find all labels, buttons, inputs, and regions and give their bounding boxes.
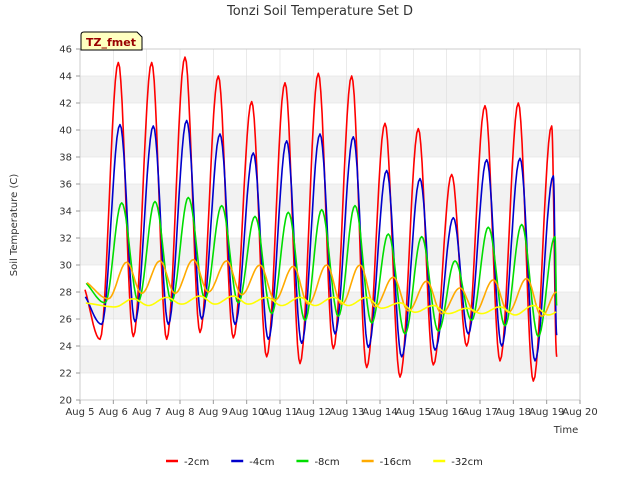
legend-label: -32cm bbox=[451, 457, 483, 468]
legend-item: -2cm bbox=[166, 457, 209, 468]
legend-label: -8cm bbox=[314, 457, 339, 468]
x-tick-label: Aug 7 bbox=[132, 407, 161, 418]
chart-title: Tonzi Soil Temperature Set D bbox=[226, 4, 413, 19]
legend: -2cm -4cm -8cm -16cm -32cm bbox=[166, 457, 483, 468]
x-axis-title: Time bbox=[553, 425, 578, 436]
plot-band bbox=[80, 76, 580, 103]
series-line-minus-16cm bbox=[86, 258, 557, 318]
y-axis-title: Soil Temperature (C) bbox=[9, 174, 20, 277]
legend-item: -32cm bbox=[433, 457, 483, 468]
badge-label: TZ_fmet bbox=[86, 36, 136, 49]
y-tick-label: 30 bbox=[59, 261, 72, 272]
y-tick-label: 24 bbox=[59, 342, 72, 353]
x-tick-label: Aug 19 bbox=[529, 407, 564, 418]
plot-band bbox=[80, 184, 580, 211]
plot-band bbox=[80, 346, 580, 373]
x-tick-label: Aug 14 bbox=[362, 407, 397, 418]
x-tick-label: Aug 20 bbox=[562, 407, 597, 418]
y-tick-label: 46 bbox=[59, 45, 72, 56]
y-tick-label: 20 bbox=[59, 396, 72, 407]
x-tick-label: Aug 13 bbox=[329, 407, 364, 418]
y-tick-label: 36 bbox=[59, 180, 72, 191]
y-tick-label: 22 bbox=[59, 369, 72, 380]
y-axis-ticks: 20 22 24 26 28 30 32 34 36 38 40 42 44 46 bbox=[59, 45, 80, 407]
y-tick-label: 44 bbox=[59, 72, 72, 83]
badge: TZ_fmet bbox=[80, 31, 143, 51]
y-tick-label: 42 bbox=[59, 99, 72, 110]
plot-band bbox=[80, 130, 580, 157]
x-tick-label: Aug 9 bbox=[199, 407, 228, 418]
x-tick-label: Aug 8 bbox=[165, 407, 194, 418]
x-tick-label: Aug 12 bbox=[296, 407, 331, 418]
y-tick-label: 32 bbox=[59, 234, 72, 245]
x-tick-label: Aug 11 bbox=[262, 407, 297, 418]
legend-item: -4cm bbox=[231, 457, 274, 468]
y-tick-label: 26 bbox=[59, 315, 72, 326]
x-tick-label: Aug 15 bbox=[396, 407, 431, 418]
badge-box bbox=[80, 31, 143, 51]
x-tick-label: Aug 17 bbox=[462, 407, 497, 418]
y-tick-label: 40 bbox=[59, 126, 72, 137]
series-line-minus-2cm bbox=[84, 56, 558, 382]
series-line-minus-8cm bbox=[85, 196, 558, 338]
legend-item: -8cm bbox=[296, 457, 340, 468]
x-tick-label: Aug 5 bbox=[65, 407, 94, 418]
y-tick-label: 38 bbox=[59, 153, 72, 164]
y-tick-label: 28 bbox=[59, 288, 72, 299]
plot-frame bbox=[79, 48, 581, 401]
x-tick-label: Aug 6 bbox=[99, 407, 128, 418]
legend-label: -16cm bbox=[380, 457, 412, 468]
series-line-minus-4cm bbox=[84, 119, 558, 362]
y-tick-label: 34 bbox=[59, 207, 72, 218]
x-tick-label: Aug 18 bbox=[496, 407, 531, 418]
series-line-minus-32cm bbox=[85, 295, 557, 316]
legend-label: -2cm bbox=[184, 457, 209, 468]
legend-item: -16cm bbox=[361, 457, 412, 468]
series-lines bbox=[84, 56, 558, 382]
x-tick-label: Aug 10 bbox=[229, 407, 264, 418]
x-tick-label: Aug 16 bbox=[429, 407, 464, 418]
legend-label: -4cm bbox=[249, 457, 274, 468]
